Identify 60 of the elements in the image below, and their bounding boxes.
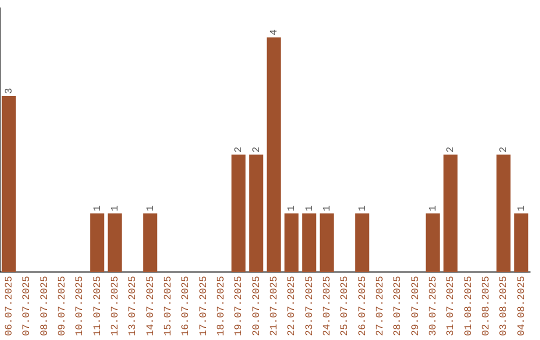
x-tick-label: 03.08.2025: [499, 276, 510, 336]
x-tick-label: 09.07.2025: [57, 276, 68, 336]
x-tick-label: 31.07.2025: [446, 276, 458, 336]
x-tick-label: 15.07.2025: [163, 276, 174, 336]
x-tick-label: 27.07.2025: [375, 276, 386, 336]
x-tick-label: 13.07.2025: [128, 276, 140, 336]
x-tick-label: 21.07.2025: [269, 276, 280, 336]
x-tick-label: 30.07.2025: [428, 276, 440, 336]
x-tick-label: 24.07.2025: [322, 276, 334, 336]
x-tick-label: 29.07.2025: [410, 276, 422, 336]
data-label: 1: [358, 205, 369, 212]
data-label: 1: [516, 205, 528, 212]
x-tick-label: 06.07.2025: [4, 276, 16, 336]
bar: [108, 213, 122, 272]
bar: [2, 96, 16, 272]
x-tick-label: 04.08.2025: [516, 276, 528, 336]
data-label: 1: [287, 205, 298, 212]
bar: [443, 154, 458, 272]
data-label: 2: [252, 146, 263, 153]
data-label: 3: [4, 88, 16, 94]
data-label: 1: [92, 205, 104, 212]
data-label: 4: [269, 29, 280, 36]
data-label: 1: [110, 205, 122, 212]
bar: [355, 213, 370, 272]
x-tick-label: 26.07.2025: [358, 276, 369, 336]
x-tick-label: 23.07.2025: [304, 276, 316, 336]
x-tick-label: 18.07.2025: [216, 276, 228, 336]
x-tick-label: 11.07.2025: [92, 276, 104, 336]
x-tick-label: 22.07.2025: [287, 276, 298, 336]
x-tick-label: 02.08.2025: [481, 276, 492, 336]
data-label: 2: [499, 146, 510, 153]
bar: [514, 213, 528, 272]
data-label: 2: [446, 146, 458, 153]
data-label: 1: [146, 205, 157, 212]
x-tick-label: 19.07.2025: [234, 276, 246, 336]
data-label: 1: [428, 205, 440, 212]
x-tick-label: 17.07.2025: [198, 276, 210, 336]
bar: [284, 213, 299, 272]
bar: [249, 154, 264, 272]
data-label: 1: [304, 205, 316, 212]
x-tick-label: 16.07.2025: [181, 276, 192, 336]
x-tick-label: 25.07.2025: [340, 276, 352, 336]
x-tick-label: 10.07.2025: [75, 276, 86, 336]
bar: [231, 154, 246, 272]
bar: [90, 213, 104, 272]
bar: [426, 213, 440, 272]
x-tick-label: 08.07.2025: [40, 276, 51, 336]
bar: [496, 154, 511, 272]
bar: [320, 213, 334, 272]
data-label: 1: [322, 205, 334, 212]
bar: [266, 37, 281, 272]
bar: [302, 213, 316, 272]
x-tick-label: 01.08.2025: [464, 276, 475, 336]
bar: [143, 213, 158, 272]
x-tick-label: 28.07.2025: [393, 276, 404, 336]
x-tick-label: 07.07.2025: [22, 276, 34, 336]
x-tick-label: 14.07.2025: [146, 276, 157, 336]
x-tick-label: 20.07.2025: [252, 276, 263, 336]
x-tick-label: 12.07.2025: [110, 276, 122, 336]
data-label: 2: [234, 146, 246, 153]
